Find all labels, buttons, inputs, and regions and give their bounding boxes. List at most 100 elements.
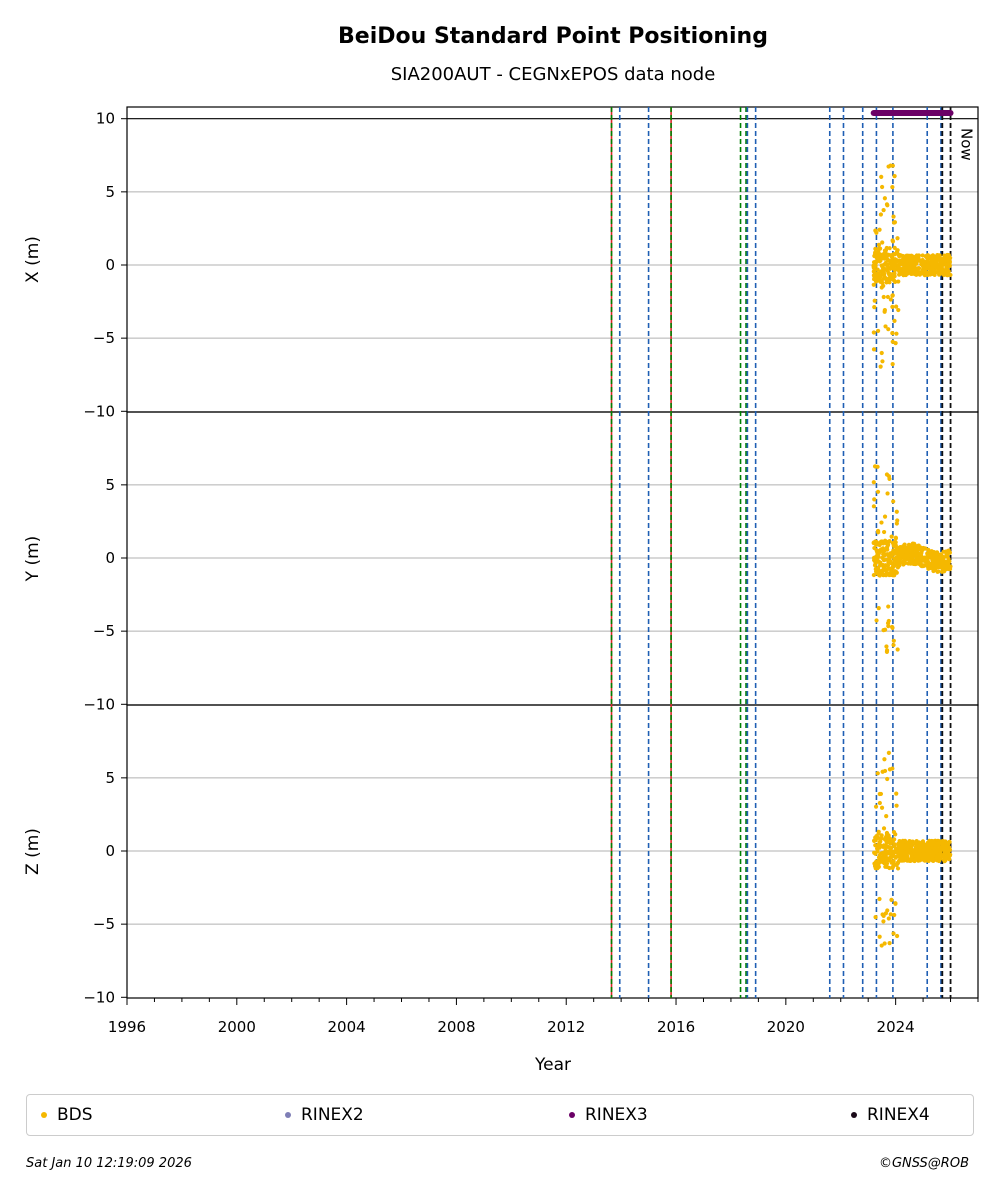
- chart-subtitle: SIA200AUT - CEGNxEPOS data node: [391, 64, 716, 85]
- data-point-bds: [879, 805, 885, 810]
- data-point-bds: [889, 897, 894, 902]
- data-point-bds: [903, 270, 908, 275]
- data-point-bds: [891, 642, 896, 648]
- data-point-bds: [921, 849, 926, 854]
- data-point-bds: [871, 260, 877, 265]
- data-point-bds: [931, 268, 936, 274]
- data-point-bds: [873, 804, 879, 809]
- data-point-bds: [872, 838, 877, 843]
- data-point-bds: [885, 776, 890, 782]
- data-point-bds: [872, 864, 878, 869]
- data-point-bds: [937, 256, 942, 261]
- data-point-bds: [936, 267, 941, 272]
- data-point-bds: [880, 539, 885, 544]
- data-point-bds: [922, 555, 928, 560]
- data-point-bds: [878, 212, 884, 217]
- data-point-bds: [880, 769, 885, 774]
- data-point-bds: [885, 294, 890, 300]
- data-point-bds: [940, 556, 945, 561]
- data-point-bds: [871, 282, 876, 287]
- data-point-bds: [892, 220, 898, 225]
- data-point-bds: [872, 304, 877, 310]
- data-point-bds: [871, 265, 876, 270]
- data-point-bds: [918, 271, 924, 276]
- x-tick-label: 2020: [767, 1018, 805, 1036]
- data-point-bds: [890, 362, 895, 367]
- data-point-bds: [875, 489, 881, 494]
- data-point-bds: [909, 854, 915, 859]
- data-point-bds: [881, 913, 886, 918]
- data-point-bds: [901, 849, 906, 854]
- data-point-bds: [943, 854, 948, 859]
- y-axis-label: X (m): [23, 236, 43, 283]
- data-point-bds: [929, 856, 935, 862]
- data-point-bds: [876, 530, 881, 535]
- data-point-bds: [871, 504, 876, 509]
- data-point-bds: [876, 559, 882, 565]
- y-tick-label: −10: [83, 988, 115, 1006]
- data-point-bds: [882, 514, 888, 519]
- legend-label-rinex2: RINEX2: [301, 1105, 364, 1125]
- footer-copyright: ©GNSS@ROB: [878, 1156, 969, 1171]
- data-point-bds: [894, 933, 900, 939]
- data-point-bds: [872, 298, 877, 303]
- panel-frame: [126, 106, 979, 413]
- data-point-bds: [872, 545, 877, 551]
- data-point-bds: [876, 606, 881, 611]
- data-point-bds: [883, 843, 888, 848]
- legend-item-rinex4: RINEX4: [851, 1105, 930, 1125]
- data-point-bds: [895, 518, 900, 523]
- data-point-bds: [880, 255, 885, 261]
- data-point-bds: [924, 563, 930, 568]
- data-point-bds: [942, 846, 947, 851]
- data-point-bds: [884, 472, 890, 477]
- y-tick-label: 5: [105, 183, 115, 201]
- data-point-bds: [878, 269, 884, 274]
- data-point-bds: [923, 546, 928, 551]
- data-point-bds: [883, 539, 889, 544]
- data-point-bds: [890, 854, 895, 859]
- data-point-bds: [881, 271, 887, 276]
- data-point-bds: [901, 561, 906, 566]
- data-point-bds: [890, 573, 896, 578]
- data-point-bds: [930, 260, 935, 266]
- data-point-bds: [914, 557, 919, 562]
- data-point-bds: [902, 544, 907, 549]
- data-point-bds: [901, 261, 907, 266]
- x-axis-label: Year: [534, 1055, 571, 1075]
- data-point-bds: [938, 552, 943, 557]
- data-point-bds: [893, 901, 898, 906]
- data-point-bds: [875, 464, 880, 469]
- data-point-bds: [883, 849, 889, 855]
- data-point-bds: [872, 497, 877, 502]
- data-point-bds: [880, 265, 885, 270]
- legend-item-bds: BDS: [41, 1105, 93, 1125]
- data-point-bds: [928, 254, 934, 259]
- data-point-bds: [935, 557, 940, 562]
- data-point-bds: [888, 297, 893, 302]
- data-point-bds: [945, 562, 950, 568]
- data-point-bds: [929, 849, 935, 854]
- data-point-bds: [906, 260, 911, 265]
- data-point-bds: [886, 560, 891, 565]
- data-point-bds: [876, 855, 882, 860]
- data-point-bds: [891, 499, 896, 504]
- data-point-bds: [881, 826, 887, 831]
- data-point-bds: [943, 262, 948, 267]
- data-point-bds: [878, 364, 883, 369]
- data-point-bds: [917, 840, 922, 845]
- x-tick-label: 2016: [657, 1018, 695, 1036]
- y-tick-label: 10: [96, 110, 115, 128]
- data-point-bds: [889, 845, 894, 850]
- data-point-bds: [918, 562, 923, 568]
- data-point-bds: [882, 860, 887, 866]
- data-point-bds: [881, 628, 886, 633]
- data-point-bds: [876, 864, 881, 869]
- x-tick-label: 2012: [547, 1018, 585, 1036]
- data-point-bds: [897, 838, 902, 844]
- y-tick-label: 0: [105, 842, 115, 860]
- data-point-bds: [875, 846, 880, 851]
- data-point-bds: [913, 545, 918, 550]
- data-point-bds: [882, 196, 887, 201]
- data-point-bds: [886, 750, 891, 755]
